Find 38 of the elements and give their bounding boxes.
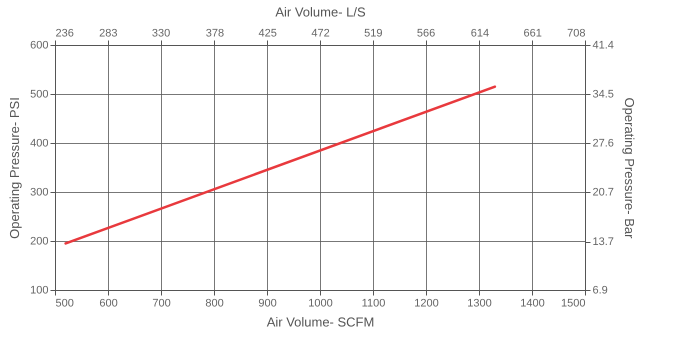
y-tick-label: 300 bbox=[30, 186, 48, 198]
x2-tick-label: 472 bbox=[311, 28, 330, 40]
x-tick-label: 900 bbox=[258, 298, 277, 310]
x2-tick-label: 330 bbox=[152, 28, 170, 40]
y-tick-label: 600 bbox=[30, 40, 48, 52]
x-tick-label: 600 bbox=[99, 298, 118, 310]
y2-tick-label: 41.4 bbox=[592, 40, 614, 52]
x2-tick-label: 378 bbox=[206, 28, 224, 40]
x2-tick-label: 236 bbox=[56, 28, 74, 40]
x-axis-title: Air Volume- SCFM bbox=[266, 314, 374, 330]
y-tick-label: 200 bbox=[30, 236, 48, 248]
y-tick-label: 100 bbox=[30, 284, 48, 296]
y2-tick-label: 20.7 bbox=[592, 186, 614, 198]
x-tick-label: 1500 bbox=[561, 298, 586, 310]
x2-tick-label: 425 bbox=[258, 28, 277, 40]
x2-tick-label: 614 bbox=[470, 28, 490, 40]
y-axis-title: Operating Pressure- PSI bbox=[7, 97, 22, 239]
y-tick-label: 400 bbox=[30, 138, 48, 150]
y2-tick-label: 13.7 bbox=[592, 236, 614, 248]
y-tick-label: 500 bbox=[30, 88, 48, 100]
x2-tick-label: 283 bbox=[99, 28, 118, 40]
x-tick-label: 1400 bbox=[520, 298, 545, 310]
x-tick-label: 500 bbox=[56, 298, 74, 310]
x-tick-label: 1000 bbox=[308, 298, 333, 310]
y2-tick-label: 6.9 bbox=[592, 284, 608, 296]
y2-tick-label: 27.6 bbox=[592, 138, 614, 150]
x-tick-label: 800 bbox=[205, 298, 224, 310]
x-tick-label: 1300 bbox=[467, 298, 492, 310]
x-tick-label: 1200 bbox=[414, 298, 439, 310]
x-tick-label: 1100 bbox=[362, 298, 386, 310]
x2-tick-label: 566 bbox=[416, 28, 436, 40]
x-tick-label: 700 bbox=[152, 298, 171, 310]
x2-axis-title: Air Volume- L/S bbox=[275, 4, 366, 20]
x2-tick-label: 519 bbox=[364, 28, 382, 40]
y2-tick-label: 34.5 bbox=[592, 88, 614, 100]
x2-tick-label: 708 bbox=[567, 28, 586, 40]
y2-axis-title: Operating Pressure- Bar bbox=[622, 98, 637, 240]
x2-tick-label: 661 bbox=[524, 28, 542, 40]
